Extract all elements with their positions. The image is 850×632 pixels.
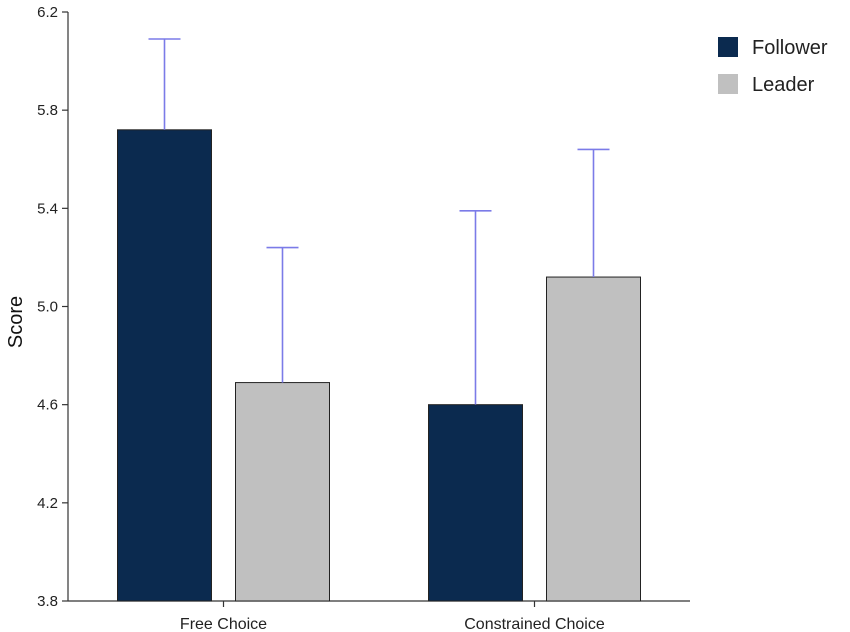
y-tick-label: 5.4 [37, 200, 58, 217]
y-tick-label: 5.8 [37, 102, 58, 119]
legend: Follower Leader [718, 37, 828, 96]
y-axis-label: Score [5, 296, 27, 348]
bar [428, 404, 523, 602]
legend-swatch [718, 74, 738, 94]
error-bars [148, 38, 610, 405]
bar [546, 276, 641, 602]
y-axis-label-group: Score [5, 296, 27, 348]
legend-label: Leader [752, 74, 815, 96]
x-tick-label: Constrained Choice [464, 616, 605, 632]
y-tick-label: 4.2 [37, 495, 58, 512]
bars [117, 129, 641, 602]
legend-label: Follower [752, 37, 828, 59]
bar [117, 129, 212, 602]
y-tick-label: 4.6 [37, 397, 58, 414]
legend-swatch [718, 37, 738, 57]
y-tick-label: 5.0 [37, 299, 58, 316]
x-tick-label: Free Choice [180, 616, 267, 632]
bar [235, 382, 330, 602]
y-tick-label: 3.8 [37, 593, 58, 610]
axes: 3.8 4.2 4.6 5.0 5.4 5.8 6.2 Free Choice Constrai… [37, 4, 690, 632]
y-tick-label: 6.2 [37, 4, 58, 21]
